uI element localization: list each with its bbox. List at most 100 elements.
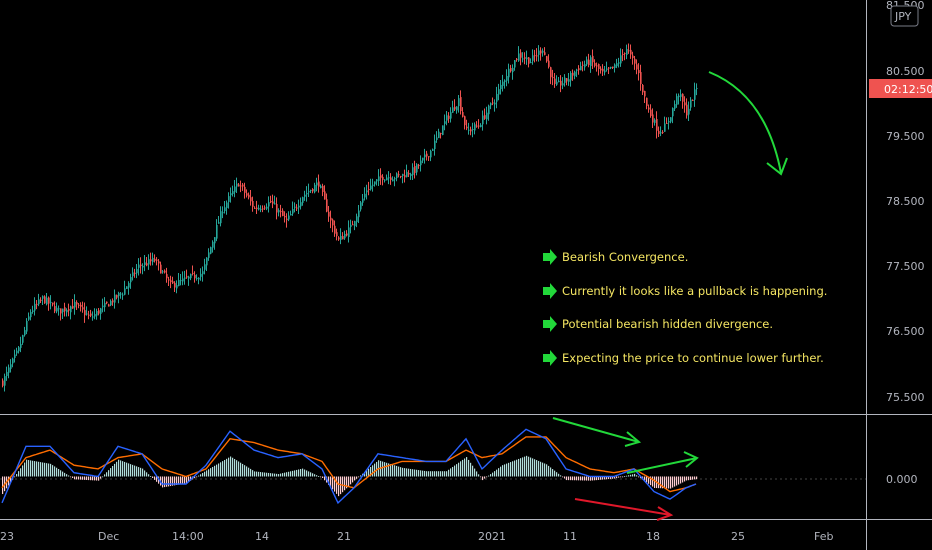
- histogram-bar: [646, 476, 648, 483]
- candle-body: [632, 55, 634, 59]
- price-tick-label: 76.500: [886, 325, 925, 338]
- macd-trend-arrow-1[interactable]: [552, 417, 642, 447]
- histogram-bar: [540, 461, 542, 477]
- candle-body: [306, 193, 308, 195]
- candle-body: [402, 173, 404, 177]
- currency-label: JPY: [894, 10, 912, 23]
- histogram-bar: [454, 465, 456, 477]
- curved-down-arrow[interactable]: [708, 71, 788, 176]
- candle-body: [244, 186, 246, 193]
- histogram-bar: [368, 468, 370, 477]
- candle-body: [250, 197, 252, 202]
- candle-body: [356, 216, 358, 223]
- candle-body: [554, 78, 556, 84]
- histogram-bar: [404, 468, 406, 477]
- candle-body: [434, 140, 436, 150]
- candle-body: [530, 62, 532, 64]
- histogram-bar: [68, 475, 70, 477]
- candle-body: [480, 124, 482, 128]
- candle-body: [408, 172, 410, 175]
- candle-body: [342, 236, 344, 240]
- histogram-bar: [292, 470, 294, 477]
- histogram-bar: [686, 476, 688, 481]
- candle-body: [462, 112, 464, 117]
- histogram-bar: [134, 465, 136, 477]
- histogram-bar: [290, 471, 292, 477]
- candle-body: [118, 292, 120, 297]
- histogram-bar: [592, 476, 594, 481]
- candle-body: [644, 90, 646, 97]
- candle-body: [64, 307, 66, 312]
- candle-body: [360, 202, 362, 210]
- histogram-bar: [164, 476, 166, 488]
- histogram-bar: [294, 470, 296, 477]
- histogram-bar: [480, 476, 482, 478]
- candle-body: [640, 72, 642, 85]
- macd-red-arrow[interactable]: [574, 498, 674, 521]
- histogram-bar: [514, 460, 516, 477]
- time-tick-label: 21: [337, 530, 351, 543]
- histogram-bar: [130, 464, 132, 477]
- histogram-bar: [354, 476, 356, 481]
- histogram-bar: [216, 464, 218, 477]
- annotation-notes: Bearish Convergence. Currently it looks …: [543, 249, 827, 366]
- histogram-bar: [310, 472, 312, 477]
- time-tick-label: 11: [563, 530, 577, 543]
- trend-arrow-shaft: [626, 457, 698, 474]
- histogram-bar: [574, 476, 576, 481]
- candle-body: [662, 131, 664, 133]
- histogram-bar: [178, 476, 180, 485]
- histogram-bar: [596, 476, 598, 481]
- candle-body: [236, 183, 238, 187]
- candle-body: [228, 196, 230, 202]
- candle-body: [486, 112, 488, 120]
- histogram-bar: [516, 459, 518, 477]
- histogram-bar: [518, 458, 520, 477]
- histogram-bar: [488, 475, 490, 477]
- candle-body: [634, 58, 636, 64]
- histogram-bar: [446, 471, 448, 477]
- histogram-bar: [576, 476, 578, 481]
- histogram-bar: [662, 476, 664, 489]
- histogram-bar: [666, 476, 668, 489]
- histogram-bar: [162, 476, 164, 488]
- candle-body: [564, 77, 566, 83]
- histogram-bar: [668, 476, 670, 489]
- candle-body: [270, 200, 272, 203]
- histogram-bar: [76, 476, 78, 480]
- histogram-bar: [60, 470, 62, 477]
- time-axis[interactable]: 23 Dec 14:00 14 21 2021 11 18 25 Feb: [0, 530, 833, 543]
- histogram-bar: [486, 476, 488, 478]
- candle-body: [16, 350, 18, 354]
- histogram-bar: [536, 460, 538, 477]
- histogram-bar: [152, 476, 154, 478]
- histogram-bar: [168, 476, 170, 487]
- candle-body: [266, 206, 268, 209]
- price-tick-label: 79.500: [886, 130, 925, 143]
- trend-arrow-head: [683, 451, 699, 468]
- note-text: Currently it looks like a pullback is ha…: [562, 284, 827, 298]
- candle-body: [498, 89, 500, 95]
- candle-body: [418, 165, 420, 167]
- candle-body: [60, 308, 62, 314]
- price-tick-label: 80.500: [886, 65, 925, 78]
- histogram-bar: [620, 476, 622, 478]
- histogram-bar: [502, 465, 504, 477]
- candle-body: [386, 177, 388, 181]
- candle-body: [222, 212, 224, 214]
- histogram-bar: [456, 464, 458, 477]
- histogram-bar: [612, 476, 614, 479]
- histogram-bar: [402, 467, 404, 477]
- candle-body: [338, 237, 340, 240]
- candle-body: [592, 55, 594, 63]
- histogram-bar: [470, 462, 472, 477]
- time-tick-label: 14: [255, 530, 269, 543]
- candle-body: [170, 280, 172, 283]
- candle-body: [686, 104, 688, 116]
- macd-trend-arrow-2[interactable]: [626, 451, 699, 474]
- histogram-bar: [374, 463, 376, 477]
- currency-badge[interactable]: JPY: [890, 5, 919, 27]
- time-tick-label: 25: [731, 530, 745, 543]
- histogram-bar: [202, 473, 204, 477]
